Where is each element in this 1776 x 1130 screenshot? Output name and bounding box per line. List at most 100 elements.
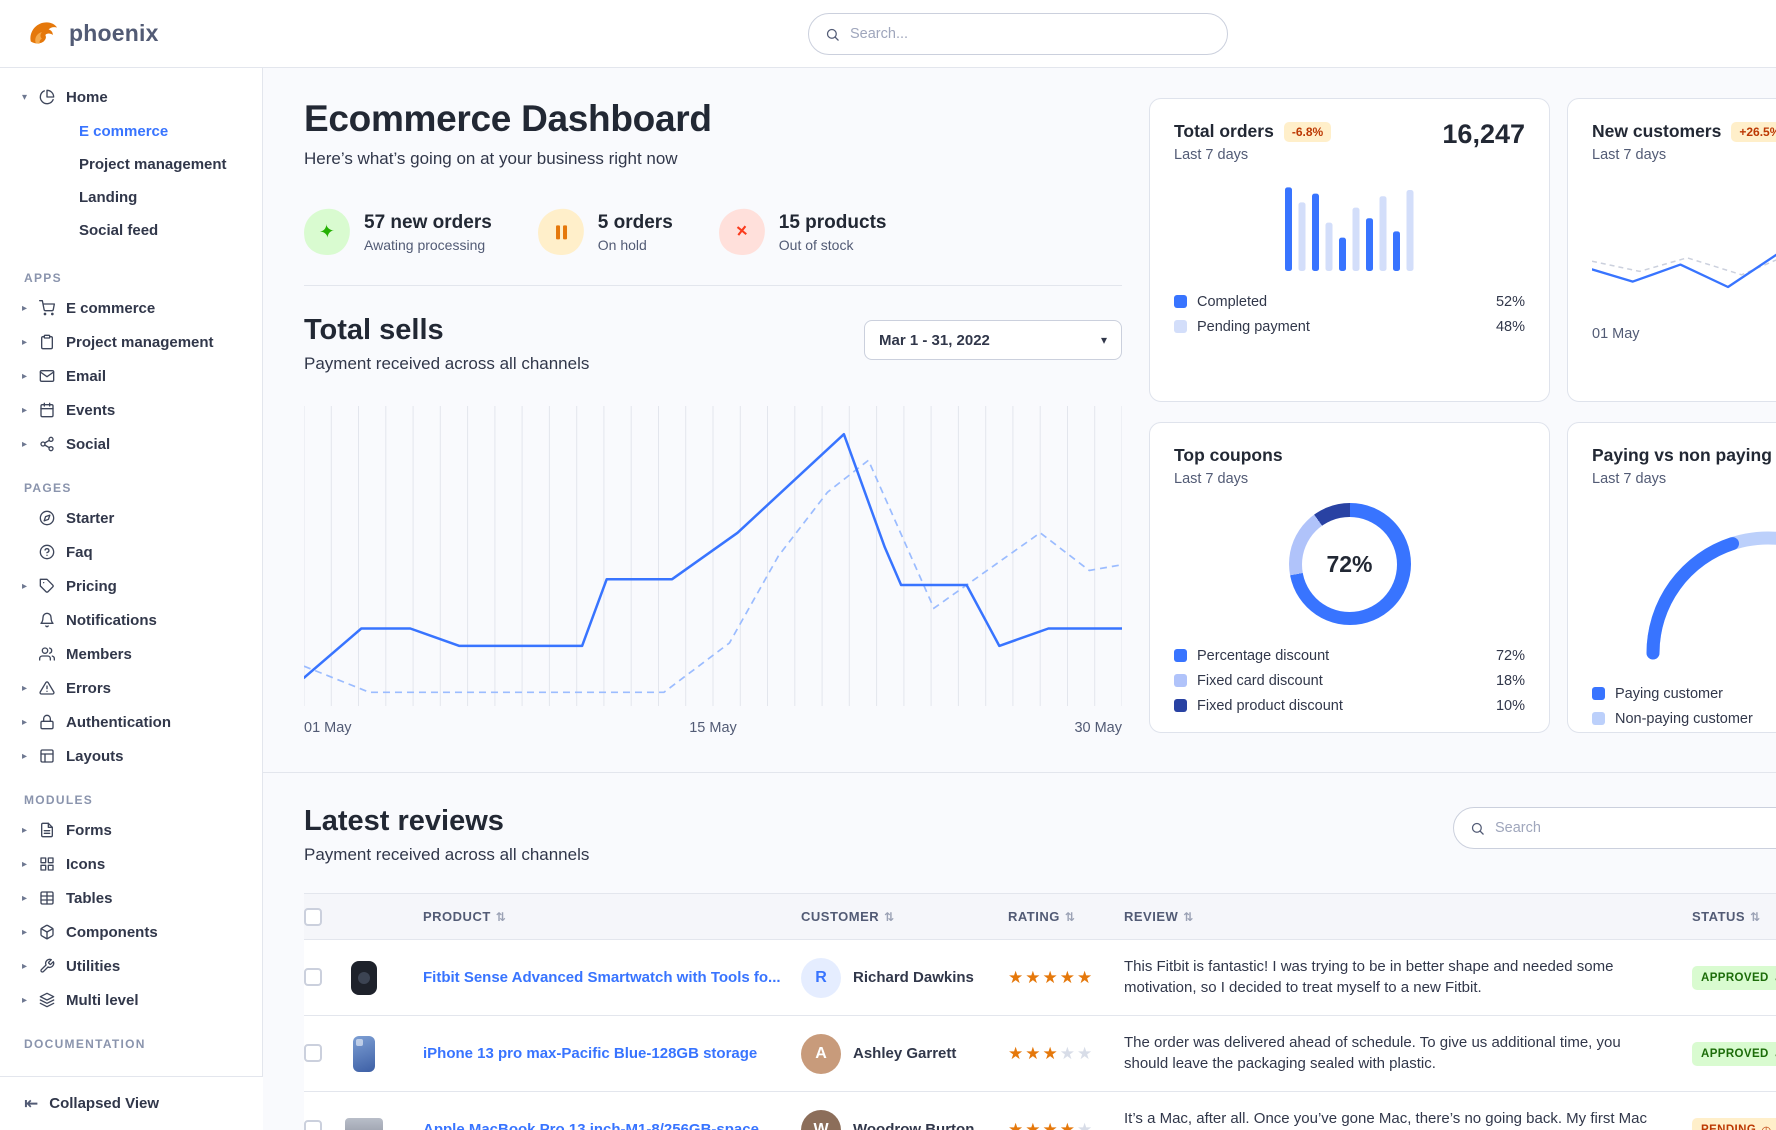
status-column-header[interactable]: STATUS ⇅ (1692, 893, 1776, 940)
sidebar-item-label: Social (66, 435, 111, 453)
collapse-view-button[interactable]: ⇤ Collapsed View (0, 1076, 263, 1130)
chevron-right-icon: ▸ (22, 960, 28, 972)
card-period: Last 7 days (1174, 147, 1249, 163)
sidebar-item-email[interactable]: ▸ Email (0, 359, 262, 393)
sidebar-item-icons[interactable]: ▸ Icons (0, 847, 262, 881)
phoenix-logo-icon (30, 21, 58, 44)
reviews-search-input[interactable] (1495, 820, 1776, 836)
image-column-header (340, 893, 423, 940)
total-sells-chart (302, 406, 1124, 706)
sidebar-subitem-landing[interactable]: Landing (79, 189, 138, 206)
product-thumbnail[interactable] (340, 1030, 388, 1078)
stat-on-hold: 5 orders On hold (535, 206, 673, 258)
sidebar-item-members[interactable]: Members (0, 637, 262, 671)
sidebar-item-e-commerce[interactable]: ▸ E commerce (0, 291, 262, 325)
sidebar-subitem-project-management[interactable]: Project management (79, 156, 227, 173)
sidebar-item-components[interactable]: ▸ Components (0, 915, 262, 949)
card-title: New customers (1592, 121, 1722, 141)
row-checkbox[interactable] (304, 1120, 322, 1130)
sidebar-item-faq[interactable]: Faq (0, 535, 262, 569)
legend-item-completed: Completed 52% (1174, 289, 1525, 314)
x-icon: × (716, 206, 768, 258)
alert-triangle-icon (39, 680, 66, 696)
reviews-title: Latest reviews (304, 805, 504, 837)
sidebar-item-starter[interactable]: Starter (0, 501, 262, 535)
chevron-right-icon: ▸ (22, 892, 28, 904)
legend-item-non-paying-customer: Non-paying customer (1592, 706, 1776, 731)
new-customers-card: New customers +26.5% Last 7 days 01 May (1567, 98, 1776, 402)
product-thumbnail[interactable] (340, 954, 388, 1002)
sidebar-item-label: Project management (66, 333, 214, 351)
sidebar-item-pricing[interactable]: ▸ Pricing (0, 569, 262, 603)
legend-swatch (1592, 687, 1605, 700)
sidebar-item-layouts[interactable]: ▸ Layouts (0, 739, 262, 773)
status-badge: APPROVED ✓ (1692, 965, 1776, 990)
sort-icon[interactable]: ⇅ (495, 910, 507, 924)
product-thumbnail[interactable] (340, 1106, 388, 1130)
product-link[interactable]: Fitbit Sense Advanced Smartwatch with To… (423, 969, 781, 986)
users-icon (39, 646, 66, 662)
sidebar-item-authentication[interactable]: ▸ Authentication (0, 705, 262, 739)
rating-column-header[interactable]: RATING ⇅ (1008, 893, 1124, 940)
sidebar-section-label-modules: MODULES (24, 793, 94, 807)
sidebar-item-label: Errors (66, 679, 112, 697)
status-badge: PENDING ◷ (1692, 1117, 1776, 1130)
review-text: This Fitbit is fantastic! I was trying t… (1124, 958, 1614, 996)
sidebar-subitem-e-commerce[interactable]: E commerce (79, 123, 169, 140)
sort-icon[interactable]: ⇅ (1183, 910, 1194, 924)
sidebar-item-utilities[interactable]: ▸ Utilities (0, 949, 262, 983)
rating-stars: ★★★★★ (1008, 1119, 1095, 1130)
sidebar-item-events[interactable]: ▸ Events (0, 393, 262, 427)
sidebar-item-errors[interactable]: ▸ Errors (0, 671, 262, 705)
sort-icon[interactable]: ⇅ (1750, 910, 1761, 924)
avatar[interactable]: R (801, 957, 841, 998)
legend-swatch (1174, 295, 1187, 308)
brand-name: phoenix (69, 20, 159, 46)
latest-reviews-section: Latest reviews Payment received across a… (263, 772, 1776, 1130)
select-all-checkbox[interactable] (304, 907, 322, 926)
rating-stars: ★★★★★ (1008, 967, 1095, 987)
card-period: Last 7 days (1592, 471, 1667, 487)
sidebar-item-social[interactable]: ▸ Social (0, 427, 262, 461)
star-icon: ✦ (301, 206, 353, 258)
row-checkbox[interactable] (304, 1044, 322, 1063)
row-checkbox[interactable] (304, 968, 322, 987)
avatar[interactable]: W (801, 1109, 841, 1130)
sidebar-item-forms[interactable]: ▸ Forms (0, 813, 262, 847)
mail-icon (39, 368, 66, 384)
file-text-icon (39, 822, 66, 838)
sidebar-item-multi-level[interactable]: ▸ Multi level (0, 983, 262, 1017)
chevron-right-icon: ▸ (22, 302, 28, 314)
sidebar-item-tables[interactable]: ▸ Tables (0, 881, 262, 915)
product-link[interactable]: iPhone 13 pro max-Pacific Blue-128GB sto… (423, 1045, 758, 1062)
legend-item-paying-customer: Paying customer (1592, 681, 1776, 706)
lock-icon (39, 714, 66, 730)
customer-column-header[interactable]: CUSTOMER ⇅ (801, 893, 1008, 940)
sort-icon[interactable]: ⇅ (884, 910, 895, 924)
product-column-header[interactable]: PRODUCT ⇅ (423, 893, 801, 940)
sidebar-item-project-management[interactable]: ▸ Project management (0, 325, 262, 359)
change-badge: -6.8% (1283, 121, 1332, 142)
sidebar-item-notifications[interactable]: Notifications (0, 603, 262, 637)
product-link[interactable]: Apple MacBook Pro 13 inch-M1-8/256GB-spa… (423, 1121, 795, 1130)
stats-row: ✦ 57 new orders Awating processing 5 ord… (301, 206, 1122, 286)
brand-logo[interactable]: phoenix (0, 19, 159, 49)
search-icon (826, 28, 839, 41)
global-search[interactable] (808, 13, 1228, 55)
layers-icon (39, 992, 66, 1008)
avatar[interactable]: A (801, 1033, 841, 1074)
stat-label: Awating processing (364, 236, 486, 253)
tag-icon (39, 578, 66, 594)
compass-icon (39, 510, 66, 526)
reviews-search[interactable] (1453, 807, 1776, 849)
sidebar-item-label: Forms (66, 821, 112, 839)
stat-out-of-stock: × 15 products Out of stock (716, 206, 886, 258)
sidebar-section-label-pages: PAGES (24, 481, 72, 495)
legend-swatch (1174, 649, 1187, 662)
sidebar-subitem-social-feed[interactable]: Social feed (79, 222, 159, 239)
review-column-header[interactable]: REVIEW ⇅ (1124, 893, 1692, 940)
date-range-select[interactable]: Mar 1 - 31, 2022 ▾ (864, 320, 1122, 360)
sort-icon[interactable]: ⇅ (1064, 910, 1076, 924)
sidebar-item-home[interactable]: ▾ Home (0, 80, 262, 114)
search-input[interactable] (850, 26, 1211, 42)
